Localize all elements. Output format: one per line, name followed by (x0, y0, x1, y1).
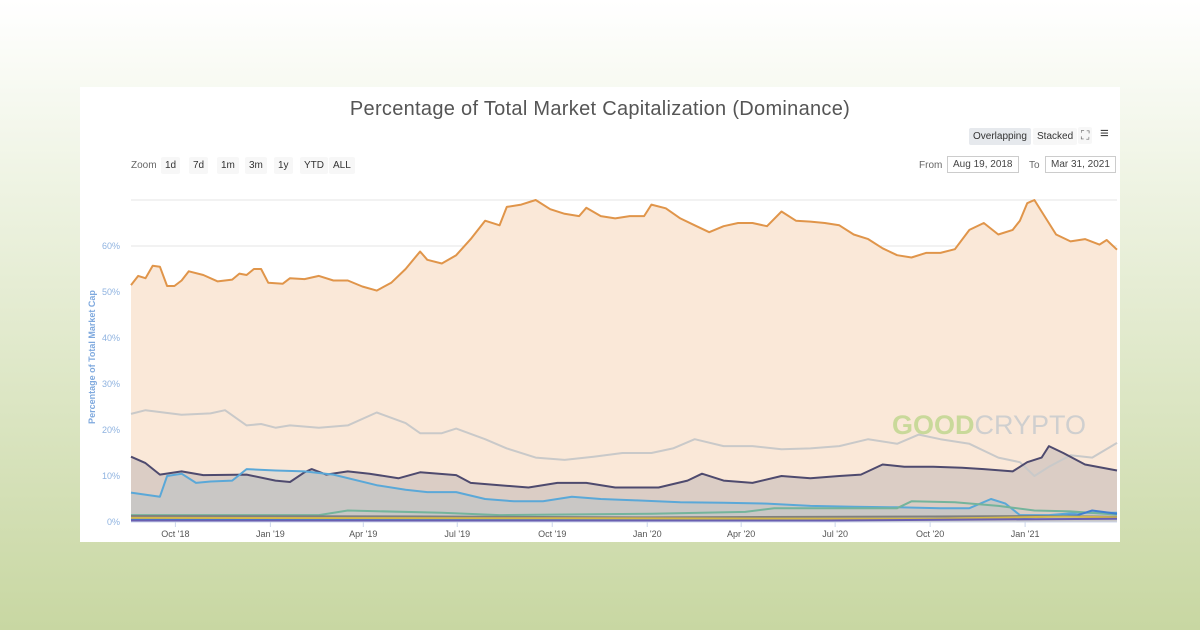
y-tick-label: 50% (102, 287, 120, 297)
to-label: To (1029, 160, 1040, 171)
series-7-line (130, 515, 1118, 520)
to-date-input[interactable]: Mar 31, 2021 (1045, 156, 1116, 173)
y-tick-label: 0% (107, 517, 120, 527)
series-0-line (130, 199, 1118, 292)
zoom-label: Zoom (131, 160, 157, 171)
y-tick-label: 40% (102, 333, 120, 343)
y-tick-label: 30% (102, 379, 120, 389)
zoom-1y-button[interactable]: 1y (274, 157, 293, 174)
x-tick-label: Jan '20 (633, 529, 662, 539)
series-0-area (131, 200, 1117, 522)
fullscreen-icon[interactable]: ⛶ (1078, 127, 1093, 144)
y-tick-label: 20% (102, 425, 120, 435)
zoom-ytd-button[interactable]: YTD (300, 157, 328, 174)
zoom-1d-button[interactable]: 1d (161, 157, 181, 174)
y-tick-label: 60% (102, 241, 120, 251)
chart-title: Percentage of Total Market Capitalizatio… (349, 98, 851, 120)
x-tick-label: Apr '19 (349, 529, 377, 539)
chart-card: Percentage of Total Market Capitalizatio… (80, 87, 1120, 542)
zoom-1m-button[interactable]: 1m (217, 157, 239, 174)
x-tick-label: Apr '20 (727, 529, 755, 539)
zoom-3m-button[interactable]: 3m (245, 157, 267, 174)
x-tick-label: Jan '21 (1011, 529, 1040, 539)
series-3-line (130, 468, 1117, 517)
overlapping-button[interactable]: Overlapping (969, 128, 1031, 145)
series-2-line (130, 445, 1118, 489)
from-label: From (919, 160, 943, 171)
x-tick-label: Oct '18 (161, 529, 189, 539)
from-date-input[interactable]: Aug 19, 2018 (947, 156, 1019, 173)
menu-icon[interactable]: ≡ (1100, 125, 1109, 142)
series-8-line (131, 517, 1118, 522)
series-1-line (130, 409, 1118, 477)
y-tick-label: 10% (102, 471, 120, 481)
series-4-line (131, 500, 1118, 517)
stacked-button[interactable]: Stacked (1033, 128, 1078, 145)
chart-svg: GOODCRYPTO 0% 10% 20% 30% 40% 50% 60% Oct '18 Ja… (87, 199, 1118, 539)
x-tick-label: Oct '19 (538, 529, 566, 539)
x-tick-label: Jul '19 (444, 529, 470, 539)
zoom-all-button[interactable]: ALL (329, 157, 355, 174)
y-axis-title: Percentage of Total Market Cap (87, 290, 97, 424)
x-tick-label: Jan '19 (256, 529, 285, 539)
series-2-area (131, 446, 1117, 522)
watermark-logo: GOODCRYPTO (892, 410, 1086, 440)
zoom-7d-button[interactable]: 7d (189, 157, 209, 174)
x-tick-label: Oct '20 (916, 529, 944, 539)
x-tick-label: Jul '20 (822, 529, 848, 539)
